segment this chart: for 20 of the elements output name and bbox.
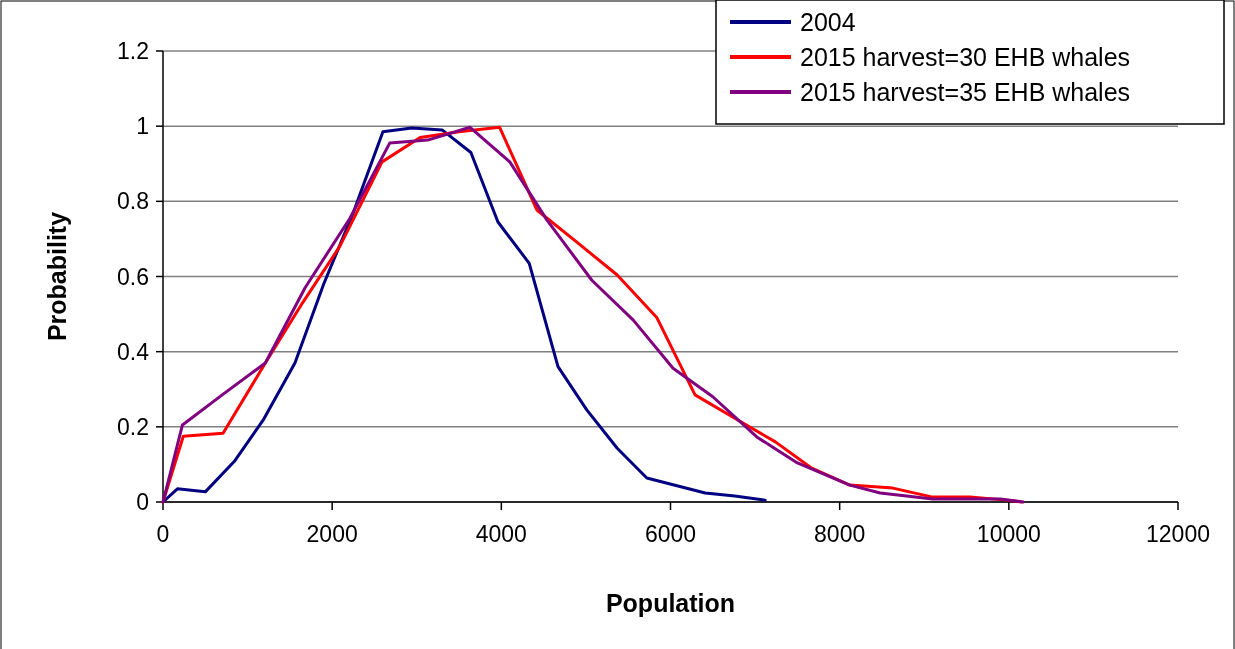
x-tick-label: 8000 [814, 521, 866, 547]
y-tick-label: 0 [136, 489, 149, 516]
x-tick-label: 4000 [475, 521, 527, 547]
x-tick-label: 2000 [306, 521, 358, 547]
x-tick-label: 6000 [644, 521, 697, 547]
y-tick-label: 0.2 [117, 413, 149, 440]
y-tick-label: 1 [136, 113, 149, 140]
legend-label: 2015 harvest=35 EHB whales [800, 77, 1131, 106]
x-tick-label: 12000 [1146, 521, 1210, 547]
y-axis-title: Probability [43, 211, 71, 342]
x-tick-label: 10000 [976, 521, 1041, 547]
legend-label: 2004 [800, 7, 856, 36]
line-series [161, 126, 767, 504]
y-tick-label: 1.2 [117, 38, 149, 65]
x-axis-title: Population [605, 589, 736, 617]
legend-label: 2015 harvest=30 EHB whales [800, 42, 1131, 71]
x-tick-label: 0 [156, 521, 170, 547]
y-tick-label: 0.4 [117, 338, 150, 365]
y-tick-label: 0.8 [117, 188, 149, 215]
y-tick-label: 0.6 [117, 263, 149, 290]
